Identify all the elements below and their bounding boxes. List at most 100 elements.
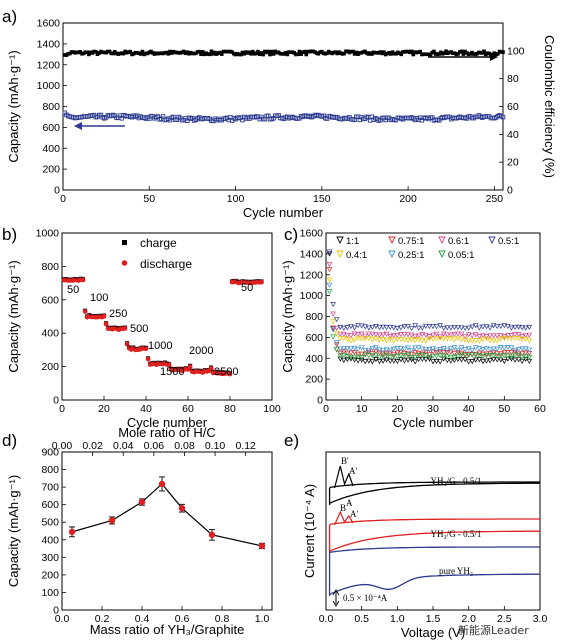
- chart-c-point: [362, 347, 369, 354]
- chart-a-point-ce: [199, 52, 203, 57]
- chart-b-point-discharge: [80, 277, 86, 283]
- chart-a-xtick-label: 50: [143, 193, 155, 205]
- chart-d-point: [108, 517, 116, 524]
- chart-c-point: [344, 333, 351, 339]
- chart-c-point: [519, 336, 525, 343]
- chart-a-point-ce: [482, 49, 486, 54]
- chart-c-point: [401, 358, 408, 364]
- chart-c-point: [508, 345, 515, 351]
- chart-a-ylabel: Capacity (mAh·g⁻¹): [6, 50, 21, 162]
- chart-c-point: [348, 333, 354, 339]
- chart-c-point: [412, 338, 418, 344]
- chart-c-point: [337, 356, 344, 362]
- chart-b-rate-label: 500: [130, 323, 148, 335]
- chart-c-point: [405, 338, 411, 344]
- chart-b-point-discharge: [122, 325, 128, 331]
- chart-a-point-ce: [261, 52, 265, 57]
- chart-c-point: [515, 336, 522, 342]
- chart-c-legend-label: 0.75:1: [398, 236, 424, 247]
- chart-c-point: [344, 354, 351, 360]
- chart-c-point: [473, 357, 479, 363]
- chart-c-point: [437, 336, 443, 342]
- chart-c-point: [419, 325, 426, 331]
- chart-c-point: [351, 331, 358, 337]
- chart-e-peak-red: [334, 510, 354, 526]
- chart-c-point: [469, 359, 476, 365]
- chart-a-point-ce: [251, 49, 255, 54]
- chart-d-ytick-label: 100: [41, 587, 59, 599]
- chart-c-point: [437, 349, 443, 355]
- chart-e-peak-label: A': [349, 466, 357, 476]
- chart-c-point: [501, 345, 508, 351]
- chart-c-point: [358, 336, 365, 342]
- chart-c-ytick-label: 200: [305, 374, 323, 386]
- chart-c-point: [508, 333, 515, 339]
- chart-c-point: [387, 336, 393, 343]
- chart-c-point: [515, 347, 522, 353]
- chart-c-point: [341, 336, 347, 342]
- chart-c-point: [497, 353, 504, 359]
- chart-e-peak-label: B: [340, 503, 346, 513]
- chart-c-point: [412, 334, 418, 340]
- chart-c-point: [408, 325, 415, 332]
- chart-c-point: [458, 352, 465, 358]
- chart-c-point: [326, 249, 333, 255]
- chart-a-point-ce: [501, 50, 505, 54]
- chart-c-point: [326, 277, 333, 283]
- chart-c-point: [458, 337, 465, 343]
- chart-c-point: [387, 347, 393, 353]
- chart-c-point: [433, 350, 440, 356]
- chart-c-point: [390, 353, 397, 360]
- chart-c-point: [408, 347, 415, 353]
- chart-c-legend-label: 0.6:1: [448, 236, 469, 247]
- chart-c-xtick-label: 40: [463, 403, 475, 415]
- chart-a-ytick-right-label: 40: [507, 129, 519, 141]
- chart-c-point: [423, 353, 429, 359]
- chart-c-point: [522, 333, 529, 339]
- chart-c-point: [462, 334, 468, 340]
- chart-c-point: [366, 347, 372, 353]
- chart-c-ytick-label: 0: [317, 395, 323, 407]
- chart-d-point: [138, 498, 146, 506]
- chart-c-point: [398, 346, 404, 352]
- chart-d-xtick-label: 0.2: [95, 613, 110, 625]
- chart-c-point: [501, 353, 508, 359]
- chart-a-point-ce: [207, 52, 212, 57]
- chart-c-point: [337, 331, 344, 337]
- chart-b-xtick-label: 20: [98, 403, 110, 415]
- chart-c-point: [508, 325, 515, 331]
- chart-c-point: [476, 334, 483, 340]
- chart-e-xtick-label: 2.0: [461, 613, 476, 625]
- chart-c-point: [437, 323, 443, 329]
- chart-a-point-ce: [428, 52, 433, 57]
- chart-c-point: [415, 345, 422, 351]
- chart-c-ytick-label: 1400: [300, 248, 324, 260]
- chart-c-legend-marker: [388, 236, 396, 245]
- chart-c-point: [480, 354, 486, 360]
- chart-c-point: [351, 354, 358, 360]
- chart-c-point: [490, 353, 497, 359]
- chart-c-point: [430, 346, 436, 352]
- chart-a-point-ce: [128, 49, 133, 54]
- chart-a-arrowhead-right: [490, 53, 498, 61]
- chart-c-point: [476, 346, 483, 352]
- chart-a-ytick-label: 1400: [37, 38, 61, 50]
- chart-c-point: [430, 336, 436, 343]
- chart-c-point: [451, 324, 458, 331]
- chart-e-peak-label: B': [341, 456, 349, 466]
- chart-b-xtick-label: 0: [59, 403, 65, 415]
- chart-c-ytick-label: 1000: [300, 290, 324, 302]
- chart-c-point: [440, 325, 447, 331]
- chart-e-xtick-label: 2.5: [497, 613, 512, 625]
- chart-c-ylabel: Capacity (mAh·g⁻¹): [280, 260, 295, 372]
- chart-c-point: [333, 340, 340, 346]
- chart-c-point: [419, 338, 426, 344]
- chart-c-point: [390, 338, 397, 344]
- chart-b-point-discharge: [103, 321, 109, 327]
- chart-c-point: [355, 335, 361, 341]
- chart-c-point: [362, 359, 369, 365]
- chart-c-point: [487, 346, 493, 353]
- chart-c-point: [390, 332, 397, 339]
- chart-c-point: [369, 331, 376, 337]
- chart-c-point: [348, 338, 354, 344]
